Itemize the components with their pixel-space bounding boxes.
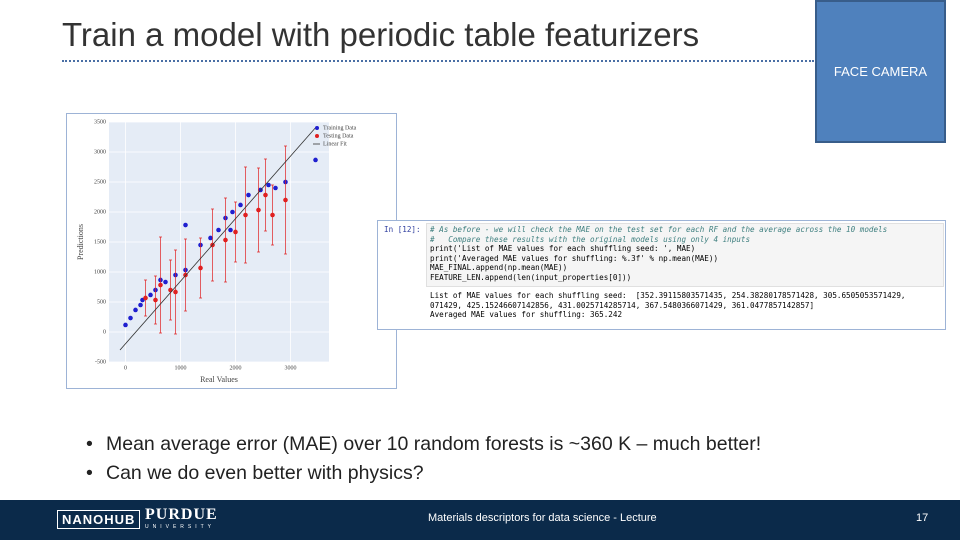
code-line: MAE_FINAL.append(np.mean(MAE)) (430, 263, 568, 273)
legend-swatch (315, 134, 319, 138)
code-line: print('List of MAE values for each shuff… (430, 244, 696, 254)
x-tick-label: 1000 (175, 365, 187, 371)
code-line: # As before - we will check the MAE on t… (430, 225, 888, 234)
point (168, 287, 173, 293)
point (148, 292, 153, 298)
university-logo: PURDUE (145, 506, 218, 523)
point (266, 182, 271, 188)
point (230, 209, 235, 215)
y-tick-label: 2000 (94, 209, 106, 215)
point (133, 307, 138, 313)
legend-label: Training Data (323, 125, 357, 131)
code-line: print('Averaged MAE values for shuffling… (430, 253, 719, 263)
point (163, 279, 168, 285)
point (198, 265, 203, 271)
y-tick-label: -500 (95, 359, 106, 365)
camera-box: FACE CAMERA (815, 0, 946, 143)
chart: -500 0 500 1000 1500 2000 2500 3000 3500 0 1000 200… (76, 119, 357, 384)
logo: NANOHUB (57, 510, 141, 529)
title: Train a model with periodic table featur… (62, 16, 700, 53)
point (123, 322, 128, 328)
university-sub: UNIVERSITY (145, 524, 216, 530)
y-tick-label: 500 (97, 299, 106, 305)
fit-line (119, 127, 316, 351)
point (243, 212, 248, 218)
title-rule (62, 60, 814, 62)
point (128, 315, 133, 321)
y-tick-label: 2500 (94, 179, 106, 185)
point (233, 229, 238, 235)
y-tick-label: 3500 (94, 119, 106, 125)
point (183, 222, 188, 228)
point (228, 227, 233, 233)
x-tick-label: 0 (124, 365, 127, 371)
code-input-bg (426, 223, 944, 287)
output-line: List of MAE values for each shuffling se… (430, 291, 906, 300)
point (263, 192, 268, 198)
point (273, 185, 278, 191)
prompt: In [12]: (384, 225, 421, 234)
code-lines: # As before - we will check the MAE on t… (430, 225, 887, 283)
legend-label: Linear Fit (323, 141, 347, 147)
point (153, 297, 158, 303)
legend-label: Testing Data (323, 133, 354, 139)
point (246, 192, 251, 198)
x-axis-label: Real Values (200, 375, 238, 384)
point (238, 202, 243, 208)
point (283, 197, 288, 203)
point (208, 235, 213, 241)
x-tick-label: 3000 (285, 365, 297, 371)
point (138, 302, 143, 308)
output-line: Averaged MAE values for shuffling: 365.2… (430, 310, 623, 320)
point (158, 282, 163, 288)
chart-frame: -500 0 500 1000 1500 2000 2500 3000 3500 0 1000 200… (66, 113, 397, 389)
point (270, 212, 275, 218)
bullet: Mean average error (MAE) over 10 random … (86, 430, 761, 459)
point (143, 295, 148, 301)
point (313, 157, 318, 163)
bullet: Can we do even better with physics? (86, 459, 761, 488)
code-output: List of MAE values for each shuffling se… (430, 291, 905, 320)
footer: NANOHUB PURDUE UNIVERSITY Materials desc… (0, 500, 960, 540)
point (223, 237, 228, 243)
code-line: # Compare these results with the origina… (430, 234, 751, 244)
legend-swatch (315, 126, 319, 130)
y-tick-label: 1000 (94, 269, 106, 275)
point (256, 207, 261, 213)
y-tick-label: 1500 (94, 239, 106, 245)
code-cell: In [12]: # As before - we will check the… (377, 220, 946, 330)
page-number: 17 (916, 512, 929, 524)
code-line: FEATURE_LEN.append(len(input_properties[… (430, 272, 632, 282)
point (216, 227, 221, 233)
y-tick-label: 3000 (94, 149, 106, 155)
point (173, 289, 178, 295)
y-tick-label: 0 (103, 329, 106, 335)
bullets: Mean average error (MAE) over 10 random … (86, 430, 761, 488)
output-line: 071429, 425.15246607142856, 431.00257142… (430, 300, 815, 310)
x-tick-label: 2000 (230, 365, 242, 371)
footer-text: Materials descriptors for data science -… (428, 512, 657, 524)
y-axis-label: Predictions (76, 224, 85, 260)
